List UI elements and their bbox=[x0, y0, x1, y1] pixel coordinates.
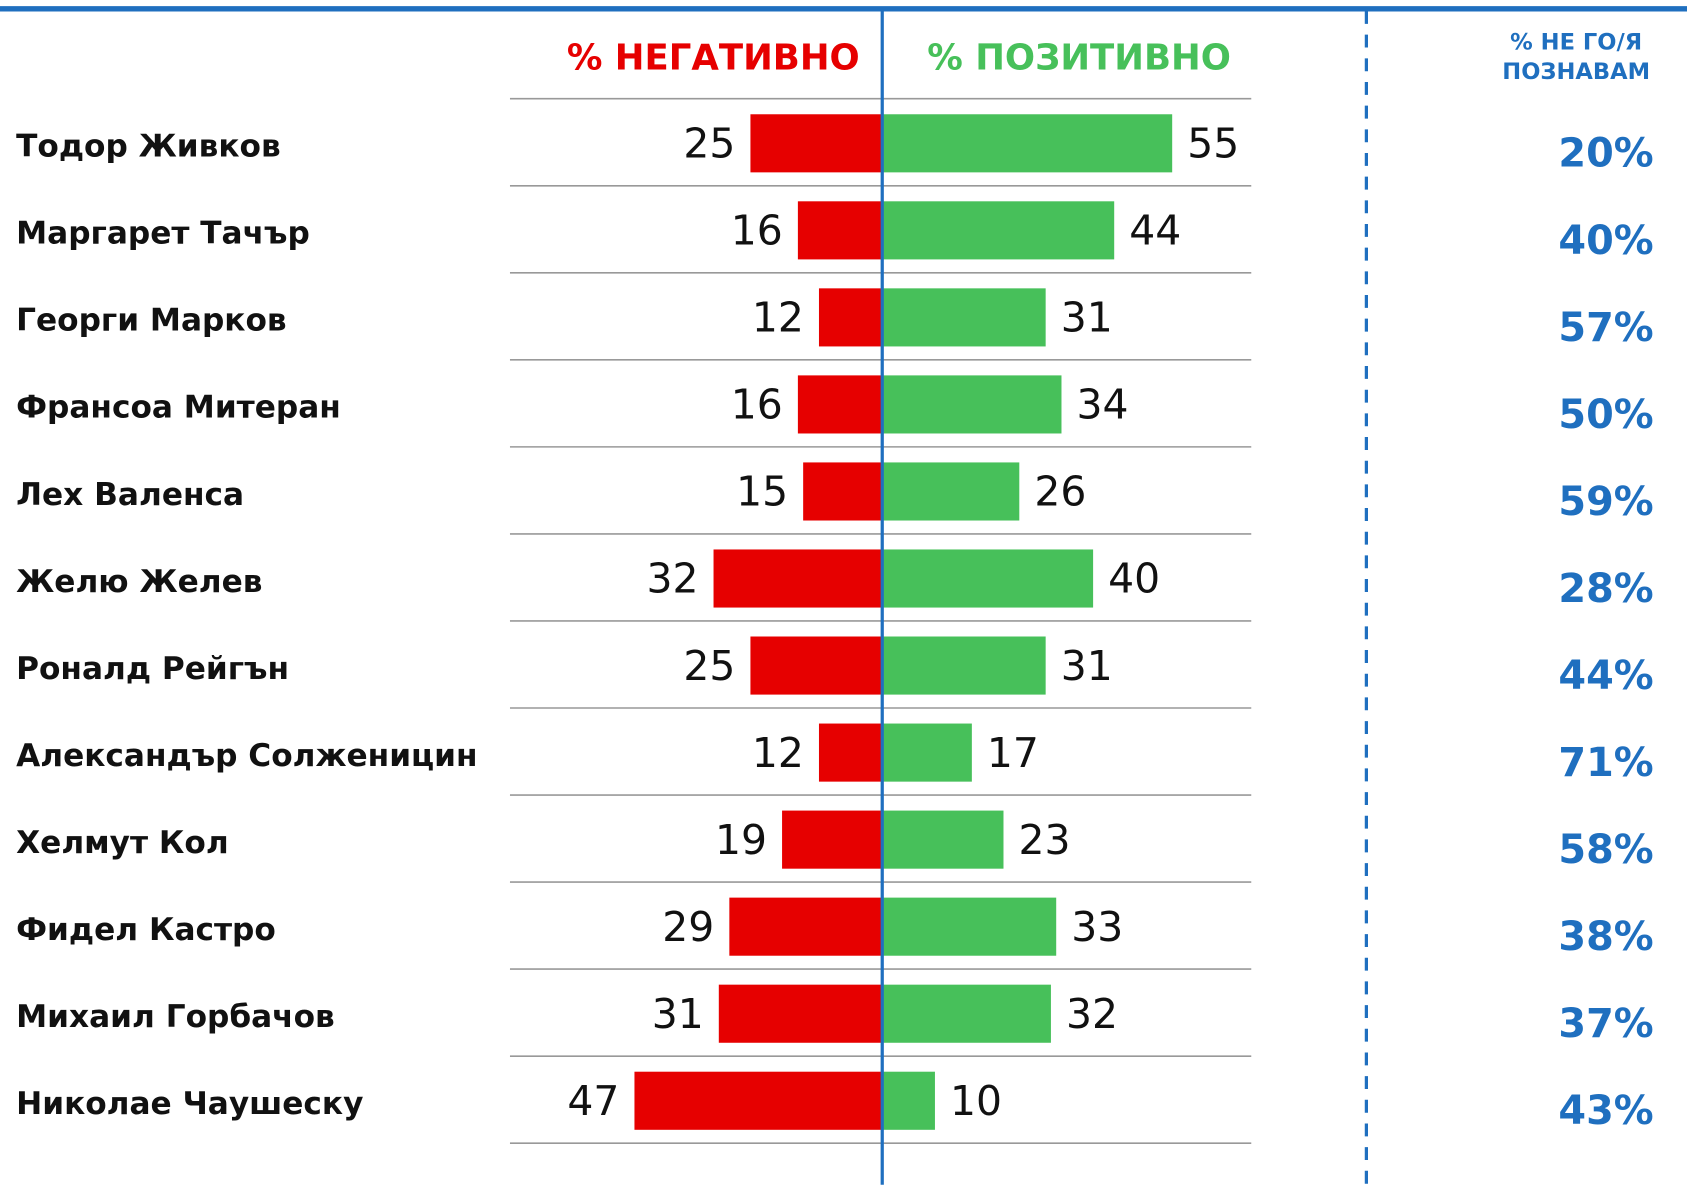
side-value: 58% bbox=[1558, 827, 1653, 873]
side-value: 50% bbox=[1558, 392, 1653, 438]
bar-positive bbox=[882, 288, 1046, 347]
bar-negative bbox=[634, 1071, 883, 1130]
value-label-negative: 47 bbox=[567, 1077, 619, 1125]
value-label-negative: 31 bbox=[652, 990, 704, 1038]
side-value: 40% bbox=[1558, 218, 1653, 264]
value-label-negative: 16 bbox=[731, 207, 783, 255]
side-value: 43% bbox=[1558, 1088, 1653, 1134]
value-label-positive: 10 bbox=[950, 1077, 1002, 1125]
bar-positive bbox=[882, 984, 1051, 1043]
bar-negative bbox=[782, 810, 883, 869]
side-column-title: % НЕ ГО/Я ПОЗНАВАМ bbox=[1502, 29, 1651, 85]
legend-negative: % НЕГАТИВНО bbox=[567, 37, 860, 78]
category-label: Лех Валенса bbox=[16, 477, 244, 513]
bar-negative bbox=[818, 723, 883, 782]
bar-positive bbox=[882, 897, 1057, 956]
bar-positive bbox=[882, 810, 1004, 869]
category-label: Тодор Живков bbox=[16, 129, 281, 165]
value-label-negative: 25 bbox=[683, 120, 735, 168]
side-value: 71% bbox=[1558, 740, 1653, 786]
side-value: 44% bbox=[1558, 653, 1653, 699]
value-label-negative: 12 bbox=[752, 294, 804, 342]
side-value: 59% bbox=[1558, 479, 1653, 525]
bar-negative bbox=[729, 897, 883, 956]
side-value: 20% bbox=[1558, 131, 1653, 177]
value-label-positive: 55 bbox=[1187, 120, 1239, 168]
bar-negative bbox=[818, 288, 883, 347]
category-label: Роналд Рейгън bbox=[16, 651, 289, 687]
value-label-negative: 19 bbox=[715, 816, 767, 864]
value-label-positive: 31 bbox=[1061, 294, 1113, 342]
bar-positive bbox=[882, 375, 1062, 434]
side-value: 37% bbox=[1558, 1001, 1653, 1047]
category-label: Франсоа Митеран bbox=[16, 390, 341, 426]
side-column-title-box: % НЕ ГО/Я ПОЗНАВАМ bbox=[1502, 29, 1651, 85]
bar-negative bbox=[750, 636, 883, 695]
bar-positive bbox=[882, 723, 972, 782]
bar-positive bbox=[882, 462, 1020, 521]
value-label-positive: 17 bbox=[987, 729, 1039, 777]
category-label: Александър Солженицин bbox=[16, 738, 477, 774]
value-label-positive: 33 bbox=[1071, 903, 1123, 951]
value-label-negative: 15 bbox=[736, 468, 788, 516]
side-value: 57% bbox=[1558, 305, 1653, 351]
category-label: Михаил Горбачов bbox=[16, 999, 335, 1035]
category-label: Георги Марков bbox=[16, 303, 287, 339]
value-label-positive: 34 bbox=[1077, 381, 1129, 429]
value-label-negative: 16 bbox=[731, 381, 783, 429]
side-value: 28% bbox=[1558, 566, 1653, 612]
value-label-negative: 32 bbox=[646, 555, 698, 603]
value-label-negative: 29 bbox=[662, 903, 714, 951]
value-label-positive: 26 bbox=[1034, 468, 1086, 516]
value-label-positive: 31 bbox=[1061, 642, 1113, 690]
bar-negative bbox=[797, 375, 883, 434]
value-label-positive: 44 bbox=[1129, 207, 1181, 255]
category-label: Желю Желев bbox=[16, 564, 262, 600]
value-label-negative: 25 bbox=[683, 642, 735, 690]
category-label: Фидел Кастро bbox=[16, 912, 276, 948]
value-label-positive: 32 bbox=[1066, 990, 1118, 1038]
bar-negative bbox=[797, 201, 883, 260]
bar-negative bbox=[750, 114, 883, 173]
bar-negative bbox=[713, 549, 883, 608]
bar-positive bbox=[882, 114, 1173, 173]
bar-negative bbox=[718, 984, 883, 1043]
category-label: Маргарет Тачър bbox=[16, 216, 310, 252]
side-value: 38% bbox=[1558, 914, 1653, 960]
bar-positive bbox=[882, 636, 1046, 695]
legend-positive: % ПОЗИТИВНО bbox=[927, 37, 1231, 78]
bar-positive bbox=[882, 201, 1115, 260]
bar-negative bbox=[803, 462, 883, 521]
category-label: Хелмут Кол bbox=[16, 825, 229, 861]
category-label: Николае Чаушеску bbox=[16, 1086, 363, 1122]
bar-positive bbox=[882, 549, 1094, 608]
value-label-negative: 12 bbox=[752, 729, 804, 777]
value-label-positive: 23 bbox=[1019, 816, 1071, 864]
value-label-positive: 40 bbox=[1108, 555, 1160, 603]
bar-positive bbox=[882, 1071, 935, 1130]
